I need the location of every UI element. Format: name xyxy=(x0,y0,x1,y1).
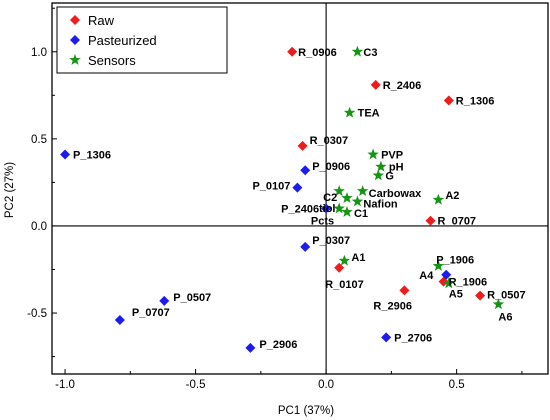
label-P_0507: P_0507 xyxy=(173,292,211,304)
marker-R_0307 xyxy=(297,140,308,151)
label-A2: A2 xyxy=(445,190,459,202)
label-R_0707: R_0707 xyxy=(438,216,477,228)
marker-A5 xyxy=(443,277,455,289)
label-Nafion: Nafion xyxy=(363,199,398,211)
label-R_1306: R_1306 xyxy=(456,96,495,108)
y-tick-label: -0.5 xyxy=(27,308,47,320)
label-R_0507: R_0507 xyxy=(487,290,526,302)
marker-C3 xyxy=(351,45,364,57)
marker-Pcts xyxy=(333,202,345,214)
marker-A2 xyxy=(432,193,445,205)
x-tick-label: 0.5 xyxy=(449,379,465,391)
y-tick-label: 0.0 xyxy=(31,221,47,233)
label-R_0307: R_0307 xyxy=(310,135,349,147)
marker-Carbowax xyxy=(356,185,369,196)
legend-marker-sensors xyxy=(69,54,81,65)
label-PVP: PVP xyxy=(381,150,403,162)
label-A1: A1 xyxy=(351,252,365,264)
label-A4: A4 xyxy=(419,270,434,282)
marker-P_1306 xyxy=(60,149,71,160)
marker-PVP xyxy=(367,148,379,160)
marker-P_2906 xyxy=(245,342,256,353)
label-P_1306: P_1306 xyxy=(73,150,111,162)
marker-R_0507 xyxy=(475,290,486,301)
y-tick-label: 1.0 xyxy=(31,47,47,59)
label-A5: A5 xyxy=(449,288,463,300)
label-R_1906: R_1906 xyxy=(449,277,488,289)
marker-R_1306 xyxy=(443,95,454,106)
x-tick-label: 0.0 xyxy=(318,379,334,391)
label-P_2706: P_2706 xyxy=(394,332,432,344)
label-C1: C1 xyxy=(354,208,368,220)
axes: -1.0 -0.5 0.0 0.5 -0.5 0.0 0.5 1.0 xyxy=(27,2,549,391)
label-R_2906: R_2906 xyxy=(373,300,412,312)
marker-R_0707 xyxy=(425,215,436,226)
marker-tiol xyxy=(341,192,353,203)
point-labels: R_0906 R_2406 R_1306 R_0307 R_0707 R_0107 R_19… xyxy=(73,47,526,351)
y-axis-title: PC2 (27%) xyxy=(4,162,16,218)
marker-R_2406 xyxy=(370,79,381,90)
label-pH: pH xyxy=(389,162,404,174)
label-P_0307: P_0307 xyxy=(312,235,350,247)
marker-P_0107 xyxy=(292,182,303,193)
label-P_2906: P_2906 xyxy=(259,339,297,351)
marker-P_0906 xyxy=(300,165,311,176)
marker-P_2406 xyxy=(321,203,332,214)
marker-pH xyxy=(375,160,387,172)
legend-label-pasteurized: Pasteurized xyxy=(88,33,157,48)
label-P_0707: P_0707 xyxy=(132,307,170,319)
marker-G xyxy=(372,169,385,181)
legend-marker-raw xyxy=(70,15,80,25)
legend-label-sensors: Sensors xyxy=(88,53,136,68)
marker-A1 xyxy=(338,254,351,266)
label-tiol: tiol xyxy=(319,203,336,215)
label-Pcts: Pcts xyxy=(311,216,334,228)
x-tick-label: -1.0 xyxy=(55,379,75,391)
label-Carbowax: Carbowax xyxy=(369,188,422,200)
marker-Nafion xyxy=(351,195,364,207)
plot-frame xyxy=(51,2,549,375)
label-R_0906: R_0906 xyxy=(298,47,337,59)
label-G: G xyxy=(385,170,394,182)
legend-box xyxy=(56,6,228,74)
marker-A4 xyxy=(432,260,445,271)
marker-A6 xyxy=(492,298,505,310)
label-P_2406: P_2406 xyxy=(281,204,319,216)
marker-C2 xyxy=(333,185,345,196)
label-P_0906: P_0906 xyxy=(312,161,350,173)
reference-lines xyxy=(52,3,548,374)
marker-P_1906 xyxy=(441,269,452,280)
legend-label-raw: Raw xyxy=(88,13,115,28)
label-C2: C2 xyxy=(323,192,337,204)
label-A6: A6 xyxy=(498,311,512,323)
marker-P_0707 xyxy=(114,315,125,326)
marker-P_2706 xyxy=(381,332,392,343)
label-C3: C3 xyxy=(363,47,377,59)
label-P_0107: P_0107 xyxy=(252,181,290,193)
label-R_0107: R_0107 xyxy=(325,279,364,291)
marker-P_0507 xyxy=(159,295,170,306)
marker-R_2906 xyxy=(399,285,410,296)
label-P_1906: P_1906 xyxy=(436,255,474,267)
data-points xyxy=(60,45,505,353)
label-TEA: TEA xyxy=(358,108,380,120)
legend: Raw Pasteurized Sensors xyxy=(56,6,228,74)
y-tick-label: 0.5 xyxy=(31,134,47,146)
marker-C1 xyxy=(341,206,353,217)
x-axis-title: PC1 (37%) xyxy=(278,405,334,417)
marker-TEA xyxy=(343,106,356,118)
x-tick-label: -0.5 xyxy=(186,379,206,391)
legend-marker-pasteurized xyxy=(70,35,80,45)
marker-R_0107 xyxy=(334,262,345,273)
label-R_2406: R_2406 xyxy=(383,80,422,92)
marker-R_0906 xyxy=(287,46,298,57)
marker-P_0307 xyxy=(300,241,311,252)
